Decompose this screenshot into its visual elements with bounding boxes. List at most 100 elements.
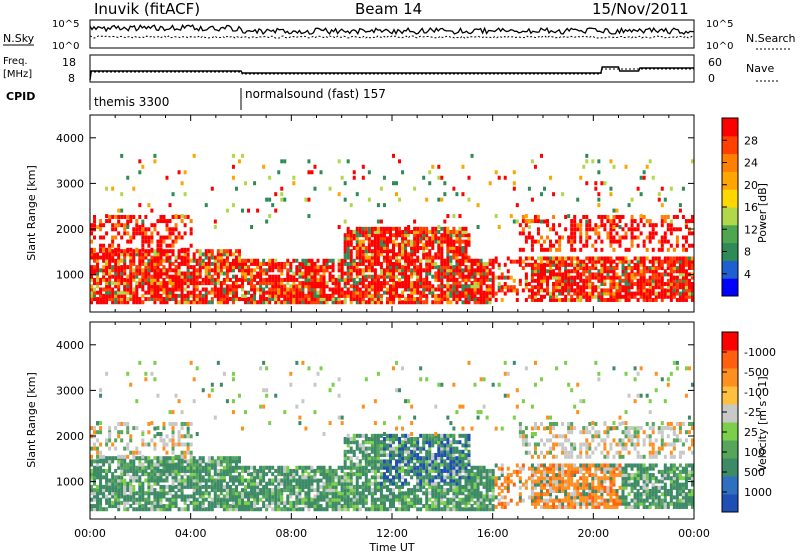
heatmap-cell (247, 258, 251, 263)
heatmap-cell (428, 170, 432, 175)
heatmap-cell (395, 258, 399, 263)
heatmap-cell (385, 239, 389, 244)
heatmap-cell (567, 235, 571, 240)
heatmap-cell (648, 297, 652, 302)
heatmap-cell (141, 432, 145, 437)
heatmap-cell (524, 285, 528, 290)
heatmap-cell (364, 500, 368, 505)
heatmap-cell (195, 488, 199, 493)
heatmap-cell (328, 287, 332, 292)
heatmap-cell (636, 259, 640, 264)
heatmap-cell (392, 226, 395, 231)
heatmap-cell (195, 500, 199, 505)
heatmap-cell (250, 488, 254, 493)
heatmap-cell (579, 235, 583, 240)
heatmap-cell (90, 268, 93, 273)
heatmap-cell (615, 297, 619, 302)
heatmap-cell (352, 449, 356, 454)
heatmap-cell (624, 275, 628, 280)
heatmap-cell (546, 282, 550, 287)
heatmap-cell (201, 465, 205, 470)
heatmap-cell (153, 442, 157, 447)
heatmap-cell (437, 236, 441, 241)
heatmap-cell (150, 265, 154, 270)
heatmap-cell (364, 481, 368, 486)
heatmap-cell (346, 472, 350, 477)
heatmap-cell (639, 285, 643, 290)
heatmap-cell (277, 484, 281, 489)
heatmap-cell (388, 462, 392, 467)
heatmap-cell (210, 297, 214, 302)
heatmap-cell (609, 227, 613, 232)
heatmap-cell (129, 297, 133, 302)
heatmap-cell (431, 265, 435, 270)
heatmap-cell (364, 440, 368, 445)
heatmap-cell (506, 288, 510, 293)
heatmap-cell (618, 288, 622, 293)
heatmap-cell (114, 456, 118, 461)
heatmap-cell (334, 297, 338, 302)
heatmap-cell (379, 494, 383, 499)
heatmap-cell (434, 226, 438, 231)
heatmap-cell (648, 288, 652, 293)
noise-right-tick-top: 10^5 (706, 19, 733, 30)
heatmap-cell (162, 258, 166, 263)
heatmap-cell (111, 274, 115, 279)
heatmap-cell (388, 468, 392, 473)
heatmap-cell (536, 291, 540, 296)
heatmap-cell (494, 275, 498, 280)
heatmap-cell (241, 504, 244, 509)
heatmap-cell (162, 300, 166, 305)
heatmap-cell (376, 440, 380, 445)
heatmap-cell (111, 293, 115, 298)
heatmap-cell (376, 433, 380, 438)
heatmap-cell (470, 271, 474, 276)
heatmap-cell (367, 242, 371, 247)
heatmap-cell (210, 277, 214, 282)
heatmap-cell (364, 494, 368, 499)
heatmap-cell (570, 278, 574, 283)
heatmap-cell (681, 266, 685, 271)
heatmap-cell (373, 488, 377, 493)
heatmap-cell (364, 456, 368, 461)
heatmap-cell (280, 268, 284, 273)
heatmap-cell (325, 507, 329, 512)
heatmap-cell (503, 262, 507, 267)
heatmap-cell (452, 293, 456, 298)
heatmap-cell (558, 262, 562, 267)
heatmap-cell (180, 300, 184, 305)
heatmap-cell (123, 255, 127, 260)
heatmap-cell (192, 290, 196, 295)
heatmap-cell (488, 297, 492, 302)
heatmap-cell (192, 399, 196, 404)
heatmap-cell (204, 484, 208, 489)
heatmap-cell (319, 290, 323, 295)
heatmap-cell (678, 227, 682, 232)
heatmap-cell (171, 239, 175, 244)
heatmap-cell (573, 288, 577, 293)
heatmap-cell (129, 235, 133, 240)
heatmap-cell (159, 300, 163, 305)
heatmap-cell (497, 275, 501, 280)
heatmap-cell (546, 275, 550, 280)
heatmap-cell (259, 290, 263, 295)
heatmap-cell (328, 504, 332, 509)
heatmap-cell (416, 271, 420, 276)
heatmap-cell (256, 261, 260, 266)
heatmap-cell (126, 421, 130, 426)
heatmap-cell (370, 465, 374, 470)
heatmap-cell (138, 268, 142, 273)
heatmap-cell (310, 500, 314, 505)
heatmap-cell (467, 277, 471, 282)
heatmap-cell (289, 488, 293, 493)
heatmap-cell (364, 488, 368, 493)
heatmap-cell (546, 285, 550, 290)
heatmap-cell (364, 300, 368, 305)
heatmap-cell (298, 481, 302, 486)
heatmap-cell (361, 245, 365, 250)
heatmap-cell (141, 223, 145, 228)
heatmap-cell (473, 277, 477, 282)
heatmap-cell (349, 293, 353, 298)
heatmap-cell (90, 507, 93, 512)
heatmap-cell (379, 293, 383, 298)
